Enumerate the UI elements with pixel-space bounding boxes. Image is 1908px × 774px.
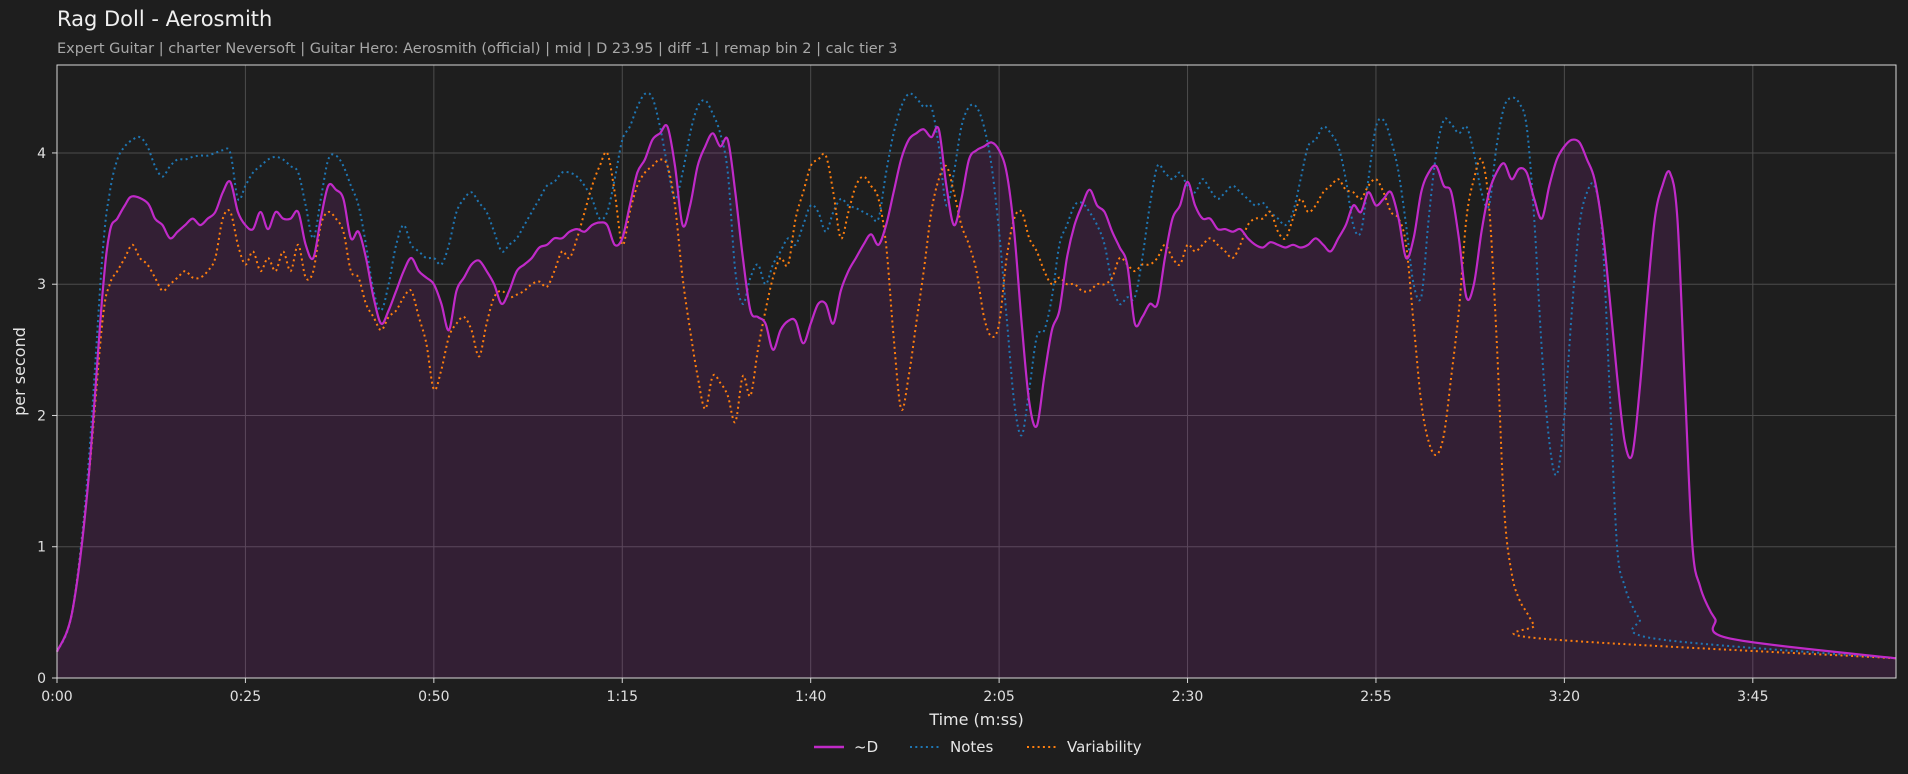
- y-tick-label: 0: [37, 671, 46, 687]
- legend-label: ~D: [854, 738, 878, 756]
- series-line-d: [55, 124, 1897, 660]
- series-line-variability: [56, 151, 1897, 660]
- legend-label: Variability: [1067, 738, 1142, 756]
- legend: ~D Notes Variability: [814, 738, 1142, 756]
- x-tick-label: 2:55: [1360, 689, 1391, 705]
- x-tick-label: 1:40: [795, 689, 826, 705]
- legend-item: Variability: [1027, 738, 1142, 756]
- legend-item: ~D: [814, 738, 878, 756]
- x-tick-label: 3:20: [1549, 689, 1580, 705]
- plot-frame: [56, 64, 1897, 679]
- x-tick-label: 1:15: [607, 689, 638, 705]
- x-tick-label: 2:05: [983, 689, 1014, 705]
- x-tick-label: 3:45: [1737, 689, 1768, 705]
- x-tick-label: 0:50: [418, 689, 449, 705]
- y-tick-label: 3: [37, 277, 46, 293]
- x-tick-label: 0:25: [230, 689, 261, 705]
- y-tick-label: 1: [37, 540, 46, 556]
- x-axis-label: Time (m:ss): [928, 710, 1023, 729]
- legend-label: Notes: [950, 738, 994, 756]
- chart-subtitle: Expert Guitar | charter Neversoft | Guit…: [57, 41, 898, 57]
- series-lines: [55, 91, 1897, 660]
- series-area-fill: [57, 125, 1896, 679]
- x-tick-label: 2:30: [1172, 689, 1203, 705]
- y-tick-label: 4: [37, 146, 46, 162]
- chart-title: Rag Doll - Aerosmith: [57, 7, 273, 31]
- axis-ticks: 0:00 0:25 0:50 1:15 1:40 2:05 2:30 2:55 3:20 3:45…: [37, 146, 1768, 705]
- x-tick-label: 0:00: [41, 689, 72, 705]
- area-fill: [57, 125, 1896, 679]
- y-tick-label: 2: [37, 408, 46, 424]
- y-axis-label: per second: [10, 327, 29, 416]
- legend-item: Notes: [910, 738, 994, 756]
